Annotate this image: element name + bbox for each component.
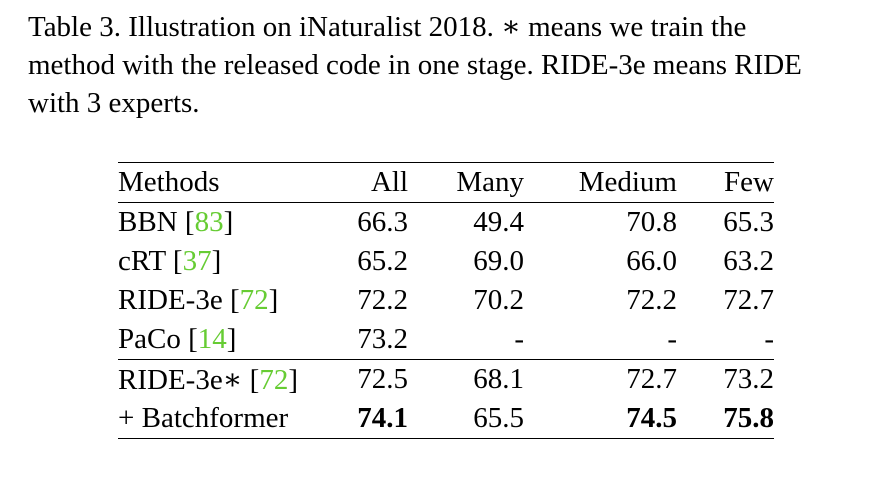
value-all: 72.5	[346, 359, 408, 399]
method-cell: BBN [83]	[118, 206, 234, 238]
caption-line-1: Table 3. Illustration on iNaturalist 201…	[28, 11, 747, 43]
header-medium: Medium	[524, 162, 677, 203]
citation-link[interactable]: 37	[182, 245, 212, 277]
results-table: Methods All Many Medium Few BBN [83] 66.…	[118, 162, 774, 439]
value-few: 75.8	[677, 399, 774, 439]
method-name: PaCo	[118, 323, 181, 355]
value-many: 49.4	[473, 206, 524, 238]
value-medium: 70.8	[626, 206, 677, 238]
table-row: BBN [83] 66.3 49.4 70.8 65.3	[118, 203, 774, 243]
caption-line-2: method with the released code in one sta…	[28, 49, 802, 81]
table-row: PaCo [14] 73.2 - - -	[118, 320, 774, 360]
value-few: 72.7	[723, 284, 774, 316]
header-few: Few	[677, 162, 774, 203]
table-row: + Batchformer 74.1 65.5 74.5 75.8	[118, 399, 774, 439]
citation-link[interactable]: 72	[259, 364, 289, 396]
value-many: 69.0	[473, 245, 524, 277]
value-medium: 72.7	[524, 359, 677, 399]
caption-line-3: with 3 experts.	[28, 87, 200, 119]
header-row: Methods All Many Medium Few	[118, 162, 774, 203]
value-medium: 66.0	[626, 245, 677, 277]
value-few: 63.2	[723, 245, 774, 277]
header-all: All	[346, 162, 408, 203]
table-row: cRT [37] 65.2 69.0 66.0 63.2	[118, 242, 774, 281]
method-cell: PaCo [14]	[118, 323, 237, 355]
value-many: -	[514, 323, 524, 355]
citation-link[interactable]: 83	[194, 206, 224, 238]
method-cell: + Batchformer	[118, 399, 346, 439]
value-few: 73.2	[677, 359, 774, 399]
value-medium: -	[667, 323, 677, 355]
method-name: cRT	[118, 245, 166, 277]
table-row: RIDE-3e∗ [72] 72.5 68.1 72.7 73.2	[118, 359, 774, 399]
table-caption: Table 3. Illustration on iNaturalist 201…	[28, 8, 868, 122]
value-all: 66.3	[357, 206, 408, 238]
method-name: RIDE-3e	[118, 284, 223, 316]
method-cell: RIDE-3e [72]	[118, 284, 279, 316]
value-all: 72.2	[357, 284, 408, 316]
table-row: RIDE-3e [72] 72.2 70.2 72.2 72.7	[118, 281, 774, 320]
header-many: Many	[408, 162, 524, 203]
value-many: 70.2	[473, 284, 524, 316]
method-cell: RIDE-3e∗ [72]	[118, 359, 346, 399]
value-few: -	[764, 323, 774, 355]
header-methods: Methods	[118, 162, 346, 203]
method-cell: cRT [37]	[118, 245, 222, 277]
value-medium: 72.2	[626, 284, 677, 316]
value-medium: 74.5	[524, 399, 677, 439]
citation-link[interactable]: 72	[239, 284, 269, 316]
value-many: 68.1	[408, 359, 524, 399]
method-name: RIDE-3e∗	[118, 364, 243, 396]
value-all: 74.1	[346, 399, 408, 439]
value-many: 65.5	[408, 399, 524, 439]
value-few: 65.3	[723, 206, 774, 238]
citation-link[interactable]: 14	[197, 323, 227, 355]
value-all: 73.2	[357, 323, 408, 355]
method-name: BBN	[118, 206, 178, 238]
method-name: + Batchformer	[118, 402, 289, 434]
value-all: 65.2	[357, 245, 408, 277]
